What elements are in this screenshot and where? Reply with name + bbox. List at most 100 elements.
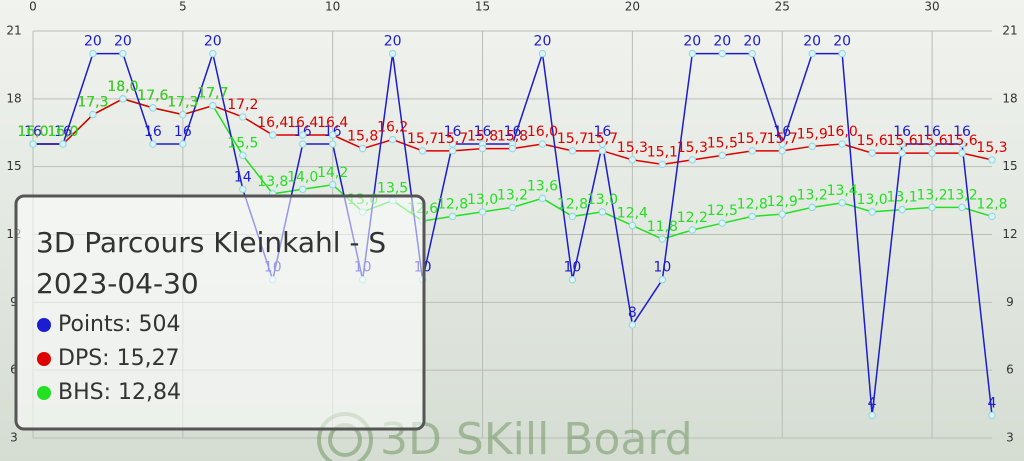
- info-box: 3D Parcours Kleinkahl - S 2023-04-30 Poi…: [14, 194, 426, 431]
- data-label: 10: [653, 260, 671, 276]
- data-label: 15,9: [797, 126, 828, 142]
- data-label: 17,6: [137, 88, 168, 104]
- data-label: 4: [988, 395, 997, 411]
- data-point: [658, 235, 667, 243]
- x-tick-label: 25: [775, 0, 790, 14]
- y-tick-label: 6: [10, 363, 18, 377]
- data-point: [778, 210, 786, 218]
- data-point: [358, 144, 367, 153]
- data-label: 20: [683, 34, 701, 50]
- data-point: [538, 140, 547, 148]
- data-label: 13,4: [827, 183, 858, 199]
- data-label: 12,4: [617, 205, 648, 221]
- data-point: [628, 156, 637, 164]
- data-point: [538, 194, 547, 203]
- data-label: 15,7: [737, 131, 768, 147]
- data-point: [688, 49, 697, 58]
- data-point: [808, 203, 816, 212]
- data-point: [898, 205, 906, 214]
- data-point: [808, 49, 816, 58]
- data-label: 13,2: [946, 187, 977, 203]
- data-point: [748, 49, 756, 58]
- y-tick-label: 3: [10, 431, 18, 445]
- data-label: 13,2: [797, 187, 828, 203]
- data-label: 14: [234, 169, 252, 185]
- data-point: [718, 219, 726, 227]
- y2-tick-label: 21: [1002, 24, 1017, 38]
- y-tick-label: 21: [6, 24, 21, 38]
- data-label: 13,8: [257, 174, 288, 190]
- data-label: 12,2: [677, 210, 708, 226]
- data-label: 12,8: [557, 196, 588, 212]
- data-point: [179, 110, 187, 119]
- x-tick-label: 0: [29, 0, 37, 14]
- data-point: [418, 147, 427, 155]
- data-point: [838, 140, 846, 148]
- data-point: [59, 140, 67, 148]
- data-label: 15,6: [857, 133, 888, 149]
- data-label: 20: [114, 34, 132, 50]
- data-point: [868, 149, 876, 157]
- data-label: 15,7: [767, 131, 798, 147]
- data-label: 15,5: [707, 135, 738, 151]
- data-point: [838, 49, 846, 58]
- data-point: [568, 147, 577, 155]
- legend-label: BHS: 12,84: [58, 380, 181, 405]
- data-label: 20: [803, 34, 821, 50]
- data-label: 16: [174, 124, 192, 140]
- data-label: 17,6: [137, 88, 168, 104]
- data-point: [328, 181, 337, 189]
- data-label: 20: [84, 34, 102, 50]
- data-point: [748, 147, 756, 155]
- data-point: [478, 208, 487, 216]
- watermark-text: 3D SKill Board: [380, 414, 693, 461]
- data-label: 17,3: [77, 95, 108, 111]
- data-label: 16: [773, 124, 791, 140]
- data-point: [718, 49, 726, 58]
- y-tick-label: 15: [6, 159, 21, 173]
- data-label: 15,6: [946, 133, 977, 149]
- data-label: 13,6: [527, 178, 558, 194]
- data-point: [508, 203, 517, 212]
- data-label: 16: [504, 124, 522, 140]
- data-point: [448, 212, 457, 221]
- data-point: [328, 140, 337, 148]
- legend-label: Points: 504: [58, 312, 180, 337]
- y2-tick-label: 3: [1006, 431, 1014, 445]
- data-point: [179, 140, 187, 148]
- legend-label: DPS: 15,27: [58, 346, 180, 371]
- data-label: 16,4: [287, 115, 318, 131]
- data-label: 15,3: [677, 140, 708, 156]
- data-point: [269, 131, 277, 139]
- data-label: 20: [204, 34, 222, 50]
- data-label: 16: [474, 124, 492, 140]
- data-label: 16,0: [527, 124, 558, 140]
- data-label: 16: [923, 124, 941, 140]
- data-point: [568, 212, 577, 221]
- y2-tick-label: 9: [1006, 295, 1014, 309]
- data-point: [149, 140, 157, 148]
- data-point: [598, 208, 607, 216]
- data-point: [89, 110, 97, 119]
- data-label: 15,8: [467, 129, 498, 145]
- data-point: [89, 49, 97, 58]
- data-label: 10: [564, 260, 582, 276]
- data-point: [778, 147, 786, 155]
- data-point: [928, 149, 936, 157]
- y2-tick-label: 12: [1002, 227, 1017, 241]
- data-label: 16: [893, 124, 911, 140]
- data-label: 12,9: [767, 194, 798, 210]
- data-label: 12,8: [737, 196, 768, 212]
- data-label: 15,6: [887, 133, 918, 149]
- x-tick-label: 5: [179, 0, 187, 14]
- data-point: [958, 140, 966, 148]
- data-point: [598, 147, 607, 155]
- data-label: 17,2: [227, 97, 258, 113]
- data-label: 15,7: [407, 131, 438, 147]
- data-label: 15,8: [347, 129, 378, 145]
- data-label: 15,1: [647, 144, 678, 160]
- data-point: [239, 113, 247, 121]
- data-label: 16: [444, 124, 462, 140]
- data-label: 15,3: [617, 140, 648, 156]
